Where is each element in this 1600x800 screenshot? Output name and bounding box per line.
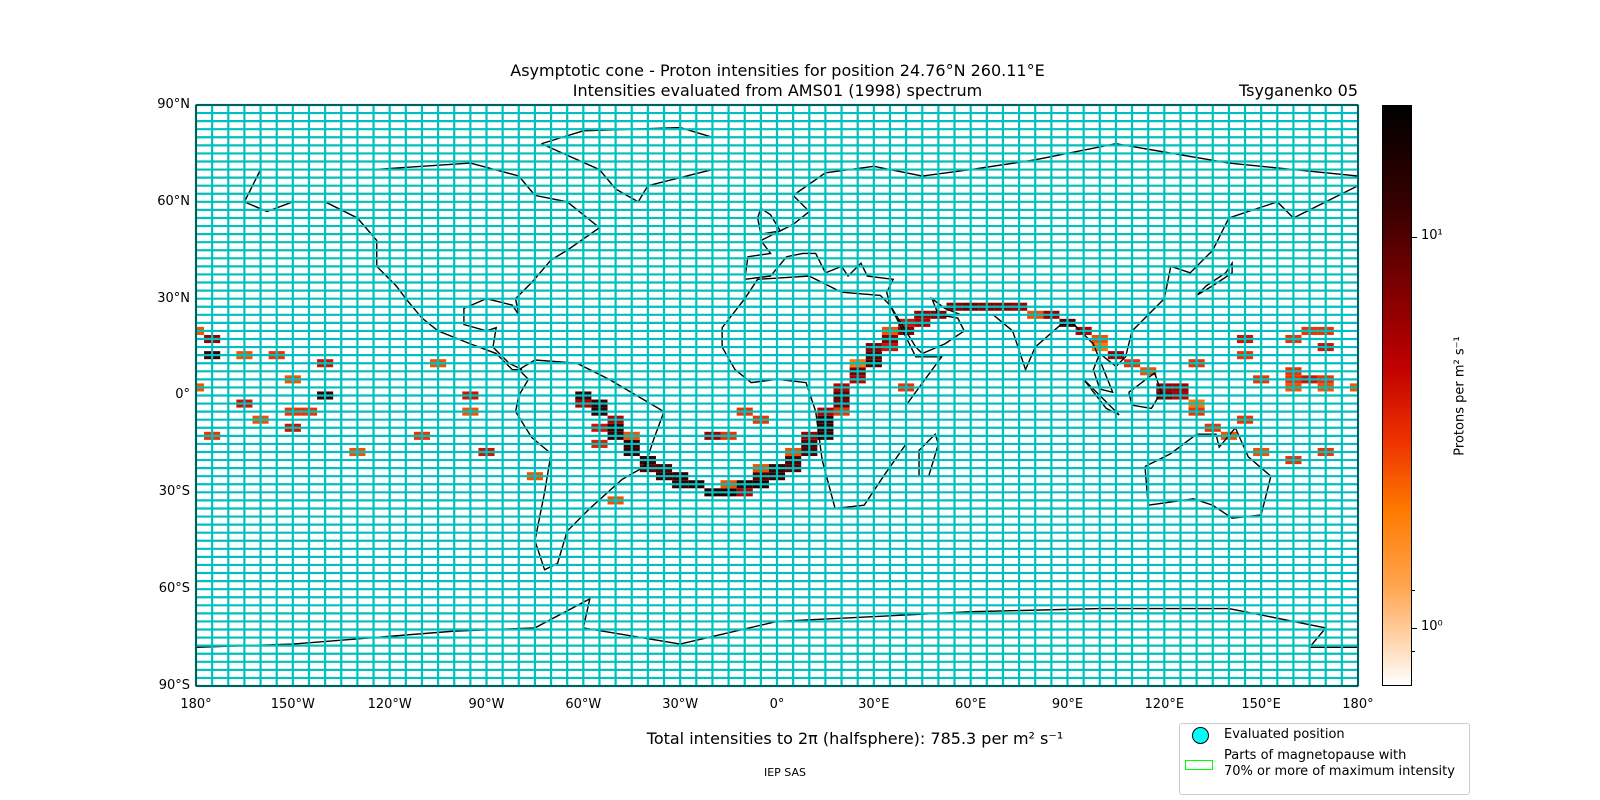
- total-intensity-text: Total intensities to 2π (halfsphere): 78…: [646, 729, 1064, 748]
- legend-magnetopause-label-1: Parts of magnetopause with: [1224, 748, 1407, 763]
- y-tick-label: 60°N: [157, 193, 190, 209]
- y-tick-label: 0°: [175, 387, 190, 403]
- x-tick-label: 150°E: [1241, 697, 1281, 712]
- colorbar-tick: [1412, 237, 1417, 238]
- colorbar-minor-tick: [1412, 651, 1415, 652]
- colorbar-label: Protons per m² s⁻¹: [1452, 336, 1468, 456]
- chart-title-line1: Asymptotic cone - Proton intensities for…: [510, 61, 1045, 80]
- x-tick-label: 90°E: [1051, 697, 1084, 712]
- x-tick-label: 30°E: [858, 697, 890, 712]
- y-tick-label: 90°N: [157, 97, 190, 112]
- x-tick-label: 90°W: [468, 697, 505, 712]
- x-tick-label: 180°: [180, 697, 212, 712]
- chart-title-line2: Intensities evaluated from AMS01 (1998) …: [572, 81, 983, 100]
- y-tick-label: 30°S: [158, 484, 190, 500]
- y-tick-label: 30°N: [157, 290, 190, 306]
- y-tick-label: 60°S: [158, 581, 190, 596]
- x-tick-label: 150°W: [270, 697, 315, 712]
- legend-circle-icon: [1192, 727, 1209, 744]
- credit-text: IEP SAS: [763, 766, 807, 779]
- x-tick-label: 0°: [769, 697, 785, 712]
- colorbar-tick-label-1: 10⁰: [1421, 619, 1443, 634]
- x-tick-label: 120°W: [367, 697, 412, 712]
- legend-rect-icon: [1185, 760, 1213, 770]
- x-tick-label: 180°: [1342, 697, 1374, 712]
- legend-magnetopause-label-2: 70% or more of maximum intensity: [1224, 764, 1455, 779]
- coastline: [1083, 378, 1120, 416]
- map-frame: [195, 104, 1359, 687]
- colorbar: [1382, 105, 1412, 686]
- legend: Evaluated position Parts of magnetopause…: [1179, 723, 1470, 795]
- x-tick-label: 60°E: [954, 697, 987, 712]
- legend-evaluated-label: Evaluated position: [1224, 727, 1345, 742]
- x-tick-label: 60°W: [565, 697, 602, 712]
- colorbar-tick-label-10: 10¹: [1421, 228, 1443, 243]
- x-tick-label: 30°W: [662, 697, 699, 712]
- x-tick-label: 120°E: [1144, 697, 1185, 712]
- model-label: Tsyganenko 05: [1239, 81, 1358, 100]
- y-tick-label: 90°S: [158, 677, 190, 693]
- colorbar-tick: [1412, 628, 1417, 629]
- colorbar-minor-tick: [1412, 590, 1415, 591]
